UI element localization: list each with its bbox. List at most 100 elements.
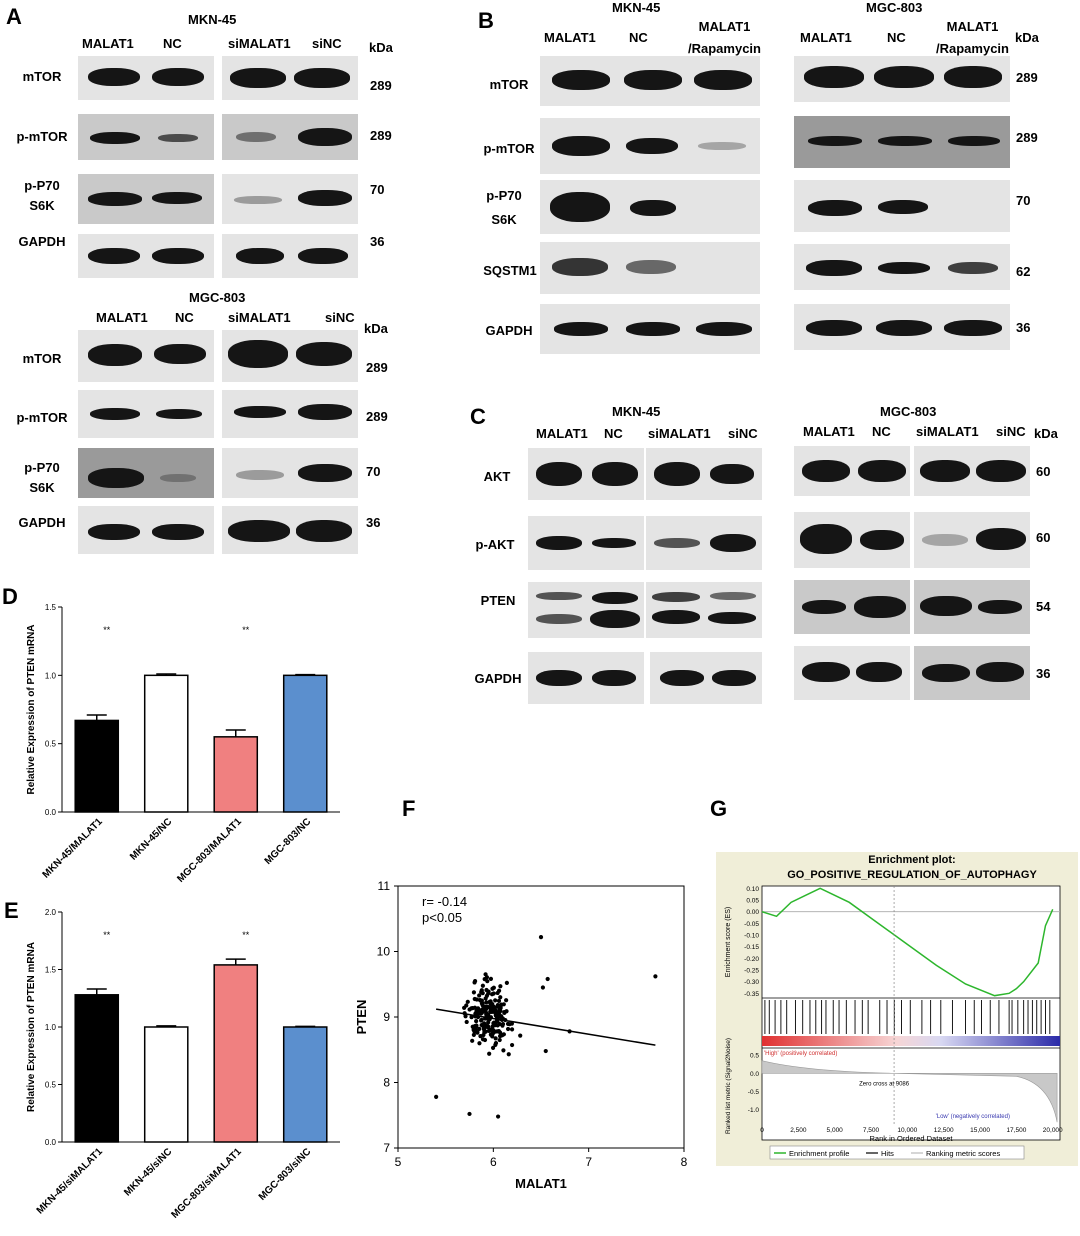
y-tick-label: 10 (377, 945, 391, 959)
lane-label: siMALAT1 (228, 310, 291, 325)
size-label: 70 (366, 464, 381, 479)
x-axis-label: MALAT1 (515, 1176, 567, 1191)
lane-label: NC (175, 310, 194, 325)
size-label: 36 (1016, 320, 1031, 335)
panel-label-e: E (4, 898, 19, 923)
scatter-point (491, 1030, 496, 1035)
y-tick-label: 7 (383, 1141, 390, 1155)
x-tick-label: 5,000 (827, 1127, 844, 1134)
enrichment-profile-line (761, 887, 1054, 997)
row-label: p-P70 S6K (24, 178, 60, 213)
row-label: PTEN (480, 593, 516, 608)
row-label: mTOR (489, 77, 529, 92)
y-axis-label: Ranked list metric (Signal2Noise) (725, 1038, 732, 1134)
scatter-point (505, 1026, 511, 1032)
y-tick-label: 8 (383, 1076, 390, 1090)
scatter-point (484, 1000, 489, 1005)
enrichment-plot-g: Enrichment plot: GO_POSITIVE_REGULATION_O… (716, 852, 1078, 1166)
y-tick-label: 0.5 (750, 1053, 759, 1060)
scatter-point (501, 1048, 506, 1053)
y-tick-label: 2.0 (45, 908, 57, 917)
y-tick-label: 0.05 (746, 898, 759, 905)
row-label: SQSTM1 (483, 263, 537, 278)
x-tick-label: 10,000 (897, 1127, 917, 1134)
bar (74, 994, 120, 1143)
lane-label: MALAT1 (800, 30, 852, 45)
western-blot (794, 512, 910, 568)
kda-label: kDa (1015, 30, 1039, 45)
lane-label: siMALAT1 (648, 426, 711, 441)
western-blot (794, 646, 910, 700)
scatter-point (497, 1010, 502, 1015)
significance-marker: ** (242, 930, 250, 940)
y-tick-label: -0.25 (744, 968, 759, 975)
x-tick-label: 20,000 (1043, 1127, 1063, 1134)
x-tick-label: 5 (395, 1155, 402, 1169)
western-blot (78, 390, 214, 438)
scatter-point (498, 984, 503, 989)
ranking-color-bar (762, 1036, 1060, 1046)
x-tick-label: MGC-803/siNC (257, 1146, 314, 1203)
bar (213, 736, 259, 813)
legend-item: Hits (881, 1149, 894, 1158)
scatter-point (653, 974, 658, 979)
lane-label: siNC (996, 424, 1026, 439)
scatter-point (488, 1027, 494, 1032)
legend-item: Enrichment profile (789, 1149, 849, 1158)
scatter-point (472, 980, 477, 985)
bar (143, 1026, 189, 1143)
scatter-point (509, 1021, 514, 1026)
scatter-point (477, 993, 482, 998)
scatter-point (487, 1051, 492, 1056)
legend-item: Ranking metric scores (926, 1149, 1000, 1158)
plot-title: Enrichment plot: (868, 854, 955, 866)
scatter-point (481, 1025, 487, 1030)
western-blot (540, 304, 760, 354)
x-tick-label: 12,500 (934, 1127, 954, 1134)
western-blot (794, 56, 1010, 102)
scatter-point (506, 1052, 511, 1057)
lane-label: NC (604, 426, 623, 441)
scatter-point (538, 934, 544, 940)
x-tick-label: MKN-45/siMALAT1 (35, 1146, 105, 1216)
y-tick-label: 0.0 (45, 808, 57, 817)
size-label: 289 (1016, 130, 1038, 145)
scatter-point (496, 1114, 501, 1119)
y-axis-label: Enrichment score (ES) (725, 907, 732, 977)
chart-f-svg: 5 6 7 8 7 8 9 10 11 MALAT1 PTEN r= -0.14p<0.05 (354, 879, 688, 1191)
chart-e-svg: 0.0 0.5 1.0 1.5 2.0 MKN-45/siMALAT1 MKN-45/siN… (26, 908, 340, 1221)
western-blot (528, 582, 644, 638)
lane-label: siNC (728, 426, 758, 441)
lane-label: siMALAT1 (228, 36, 291, 51)
scatter-point (495, 990, 500, 996)
scatter-point (462, 1005, 467, 1010)
lane-label: siMALAT1 (916, 424, 979, 439)
scatter-point (482, 1037, 488, 1043)
cell-line-label: MGC-803 (880, 404, 937, 419)
western-blot (914, 646, 1030, 700)
size-label: 289 (366, 360, 388, 375)
row-label: p-mTOR (16, 410, 68, 425)
scatter-point (478, 1034, 483, 1039)
western-blot (540, 180, 760, 234)
scatter-point (483, 1029, 488, 1034)
scatter-point (479, 1008, 484, 1013)
scatter-point (484, 1006, 489, 1011)
bar-chart-e: 0.0 0.5 1.0 1.5 2.0 MKN-45/siMALAT1 MKN-45/siN… (20, 900, 350, 1230)
scatter-point (470, 1038, 475, 1043)
y-tick-label: 0.00 (746, 909, 759, 916)
scatter-chart-f: 5 6 7 8 7 8 9 10 11 MALAT1 PTEN r= -0.14 p<0.05 (350, 870, 700, 1200)
scatter-point (467, 1111, 472, 1117)
y-axis-label: PTEN (354, 1000, 369, 1035)
scatter-point (509, 1027, 515, 1032)
western-blot (794, 180, 1010, 232)
scatter-point (504, 998, 509, 1003)
plot-subtitle: GO_POSITIVE_REGULATION_OF_AUTOPHAGY (787, 869, 1037, 881)
x-tick-label: 2,500 (790, 1127, 807, 1134)
chart-g-svg: Enrichment plot: GO_POSITIVE_REGULATION_O… (725, 854, 1063, 1160)
scatter-point (479, 1017, 484, 1022)
x-tick-label: MGC-803/MALAT1 (175, 816, 244, 885)
western-blot (528, 448, 644, 500)
size-label: 62 (1016, 264, 1031, 279)
